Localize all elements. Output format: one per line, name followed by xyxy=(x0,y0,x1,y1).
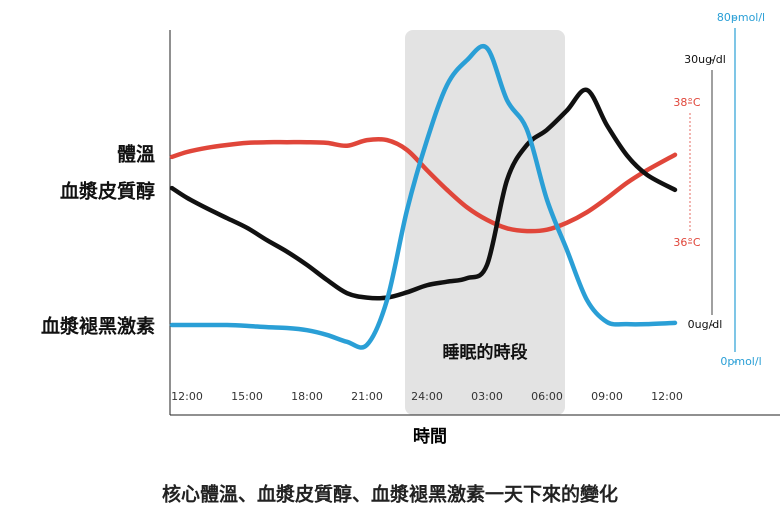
scale-label: 38°C xyxy=(673,96,700,109)
scale-label: 0pmol/l xyxy=(720,355,761,368)
legend-label: 血漿皮質醇 xyxy=(60,180,155,203)
scale-label: 80pmol/l xyxy=(717,11,765,24)
x-tick-label: 09:00 xyxy=(591,390,623,403)
x-tick-label: 24:00 xyxy=(411,390,443,403)
band-label: 睡眠的時段 xyxy=(443,342,528,363)
x-tick-label: 15:00 xyxy=(231,390,263,403)
scale-label: 0ug/dl xyxy=(688,318,723,331)
x-tick-label: 18:00 xyxy=(291,390,323,403)
caption: 核心體溫、血漿皮質醇、血漿褪黑激素一天下來的變化 xyxy=(162,483,618,506)
x-axis-label: 時間 xyxy=(413,426,447,447)
series-line xyxy=(169,87,678,301)
x-tick-label: 06:00 xyxy=(531,390,563,403)
scale-label: 30ug/dl xyxy=(684,53,726,66)
legend-label: 血漿褪黑激素 xyxy=(41,315,155,338)
x-tick-label: 21:00 xyxy=(351,390,383,403)
series-line xyxy=(169,44,678,350)
legend-label: 體溫 xyxy=(117,143,155,166)
scale-label: 36°C xyxy=(673,236,700,249)
plot: 睡眠的時段 12:00 15:00 18:00 21:00 24:00 03:00 06:00… xyxy=(41,11,780,416)
x-tick-label: 12:00 xyxy=(651,390,683,403)
x-tick-label: 03:00 xyxy=(471,390,503,403)
x-tick-label: 12:00 xyxy=(171,390,203,403)
series-line xyxy=(169,136,678,234)
